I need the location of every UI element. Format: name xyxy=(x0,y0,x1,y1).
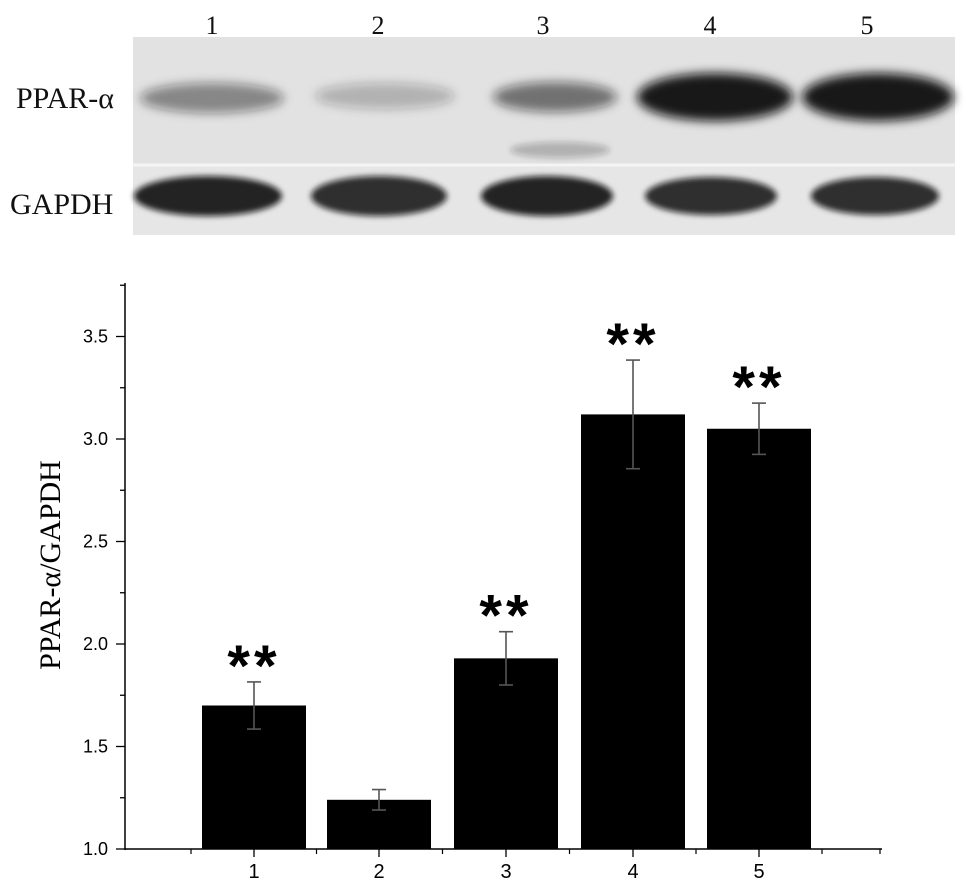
lane-label-3: 3 xyxy=(537,11,550,40)
y-tick-label: 1.0 xyxy=(83,839,108,859)
error-bar-5 xyxy=(752,402,766,456)
bar-4 xyxy=(581,414,685,849)
bars xyxy=(202,414,811,849)
lane-label-1: 1 xyxy=(206,11,219,40)
significance-mark-5: ** xyxy=(732,355,785,420)
error-bar-3 xyxy=(499,630,513,686)
significance-mark-3: ** xyxy=(479,584,532,649)
lane-label-2: 2 xyxy=(372,11,385,40)
x-tick-label: 2 xyxy=(373,861,384,883)
y-tick-label: 3.0 xyxy=(83,429,108,449)
band-gapdh-lane-1 xyxy=(134,176,282,216)
gapdh-bands xyxy=(134,176,939,216)
error-bars xyxy=(247,359,766,811)
x-tick-label: 3 xyxy=(500,861,511,883)
ppar-bands xyxy=(140,73,954,158)
band-ppar-lane-1 xyxy=(140,83,284,113)
y-tick-label: 1.5 xyxy=(83,737,108,757)
significance-mark-4: ** xyxy=(606,312,659,377)
band-ppar-lane-2 xyxy=(315,83,455,109)
bar-3 xyxy=(454,658,558,849)
x-tick-label: 1 xyxy=(248,861,259,883)
row-label-ppar: PPAR-α xyxy=(16,82,114,115)
lane-labels: 1 2 3 4 5 xyxy=(206,11,874,40)
y-tick-label: 2.0 xyxy=(83,634,108,654)
band-ppar-lane-4 xyxy=(637,73,793,121)
band-ppar-lane-3-faint xyxy=(510,142,610,158)
band-gapdh-lane-4 xyxy=(645,177,777,215)
error-bar-1 xyxy=(247,681,261,730)
row-label-gapdh: GAPDH xyxy=(10,188,113,221)
band-ppar-lane-5 xyxy=(802,73,954,121)
lane-label-4: 4 xyxy=(704,11,717,40)
x-tick-label: 5 xyxy=(753,861,764,883)
bar-chart: PPAR-α/GAPDH 1.0 1.5 2.0 2.5 3.0 3.5 1 2 3 4 5 **… xyxy=(34,283,882,883)
x-tick-label: 4 xyxy=(627,861,638,883)
x-ticks: 1 2 3 4 5 xyxy=(190,849,881,883)
error-bar-4 xyxy=(626,359,640,470)
bar-5 xyxy=(707,428,811,849)
band-ppar-lane-3 xyxy=(493,82,617,112)
y-tick-label: 2.5 xyxy=(83,532,108,552)
significance-mark-1: ** xyxy=(227,634,280,699)
significance-marks: ** ** ** ** xyxy=(227,312,785,699)
y-axis-title: PPAR-α/GAPDH xyxy=(34,460,67,670)
band-gapdh-lane-5 xyxy=(811,177,939,215)
band-gapdh-lane-2 xyxy=(311,176,447,216)
band-gapdh-lane-3 xyxy=(481,176,613,216)
y-ticks: 1.0 1.5 2.0 2.5 3.0 3.5 xyxy=(83,284,125,859)
error-bar-2 xyxy=(372,788,386,811)
western-blot: 1 2 3 4 5 PPAR-α GAPDH xyxy=(10,11,955,235)
lane-label-5: 5 xyxy=(861,11,874,40)
y-tick-label: 3.5 xyxy=(83,327,108,347)
